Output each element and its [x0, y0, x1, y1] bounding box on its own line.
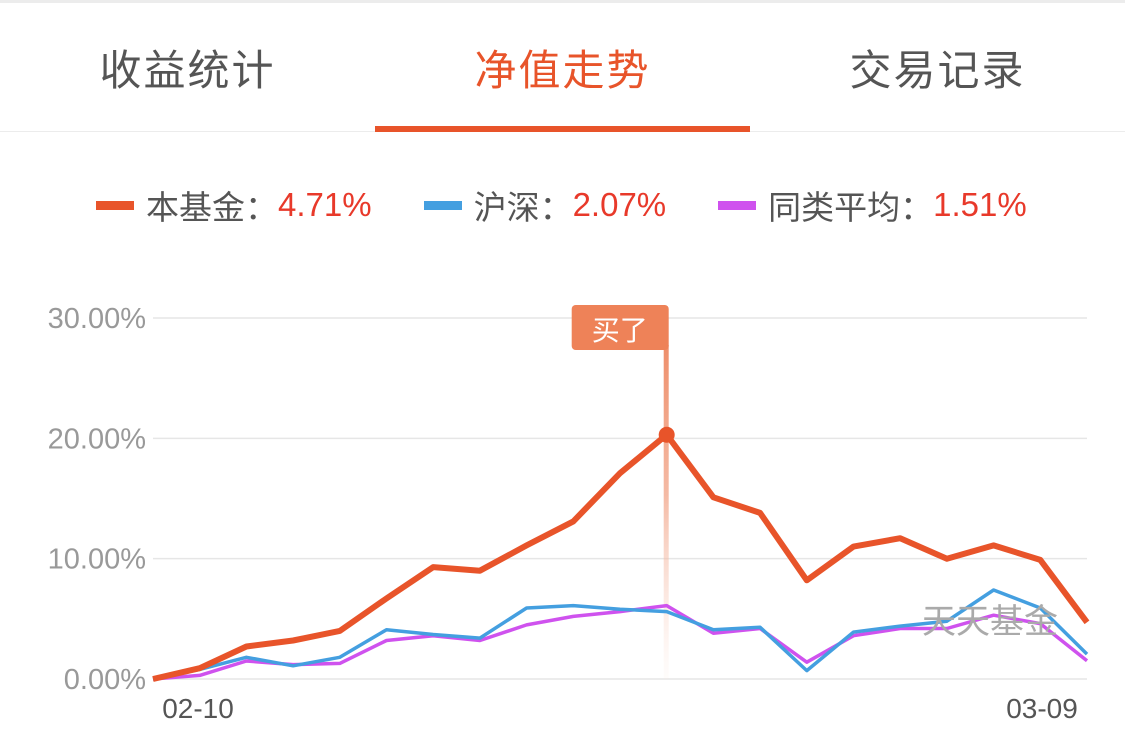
legend-value: 2.07% [572, 186, 667, 223]
tab-nav-trend[interactable]: 净值走势 [375, 3, 750, 132]
x-tick-label: 02-10 [162, 693, 234, 724]
legend-label: 本基金 [146, 189, 245, 226]
tab-label: 收益统计 [99, 46, 276, 94]
tab-earnings-stats[interactable]: 收益统计 [0, 3, 375, 131]
y-tick-label: 30.00% [48, 303, 146, 335]
tab-bar: 收益统计 净值走势 交易记录 [0, 3, 1125, 132]
legend-sep: ： [539, 189, 573, 226]
series-line-1 [152, 588, 1089, 681]
series-line-0 [152, 431, 1090, 682]
legend-value: 1.51% [933, 186, 1027, 223]
y-tick-label: 20.00% [48, 423, 146, 455]
grid-lines [153, 317, 1087, 680]
series-lines [152, 426, 1090, 682]
legend-item-fund[interactable]: 本基金： 4.71% [96, 181, 372, 229]
watermark: 天天基金 [922, 602, 1058, 642]
marker-line [663, 345, 669, 679]
y-tick-label: 0.00% [64, 664, 146, 696]
marker-label: 买了 [592, 314, 648, 347]
legend-sep: ： [245, 189, 278, 226]
legend-label: 同类平均 [768, 189, 901, 226]
x-tick-label: 03-09 [1006, 693, 1078, 724]
chart-legend: 本基金： 4.71% 沪深： 2.07% 同类平均： 1.51% [96, 180, 1096, 230]
legend-sep: ： [900, 189, 934, 226]
legend-swatch [718, 200, 757, 210]
tab-label: 净值走势 [474, 46, 651, 94]
legend-item-hs300[interactable]: 沪深： 2.07% [423, 181, 667, 229]
legend-value: 4.71% [278, 186, 372, 223]
marker-flag[interactable] [571, 305, 669, 350]
y-tick-label: 10.00% [48, 544, 146, 576]
tab-indicator [375, 126, 750, 132]
legend-swatch [423, 200, 462, 210]
x-axis-labels: 02-10 03-09 [162, 693, 1078, 724]
legend-item-peer-avg[interactable]: 同类平均： 1.51% [718, 181, 1027, 229]
tab-label: 交易记录 [849, 46, 1026, 94]
buy-marker[interactable]: 买了 [571, 305, 669, 679]
marker-point[interactable] [658, 426, 675, 443]
legend-label: 沪深 [473, 189, 540, 226]
legend-swatch [96, 200, 134, 210]
top-divider [0, 0, 1125, 3]
y-axis-labels: 0.00% 10.00% 20.00% 30.00% [48, 303, 146, 696]
tab-trade-records[interactable]: 交易记录 [750, 3, 1125, 131]
